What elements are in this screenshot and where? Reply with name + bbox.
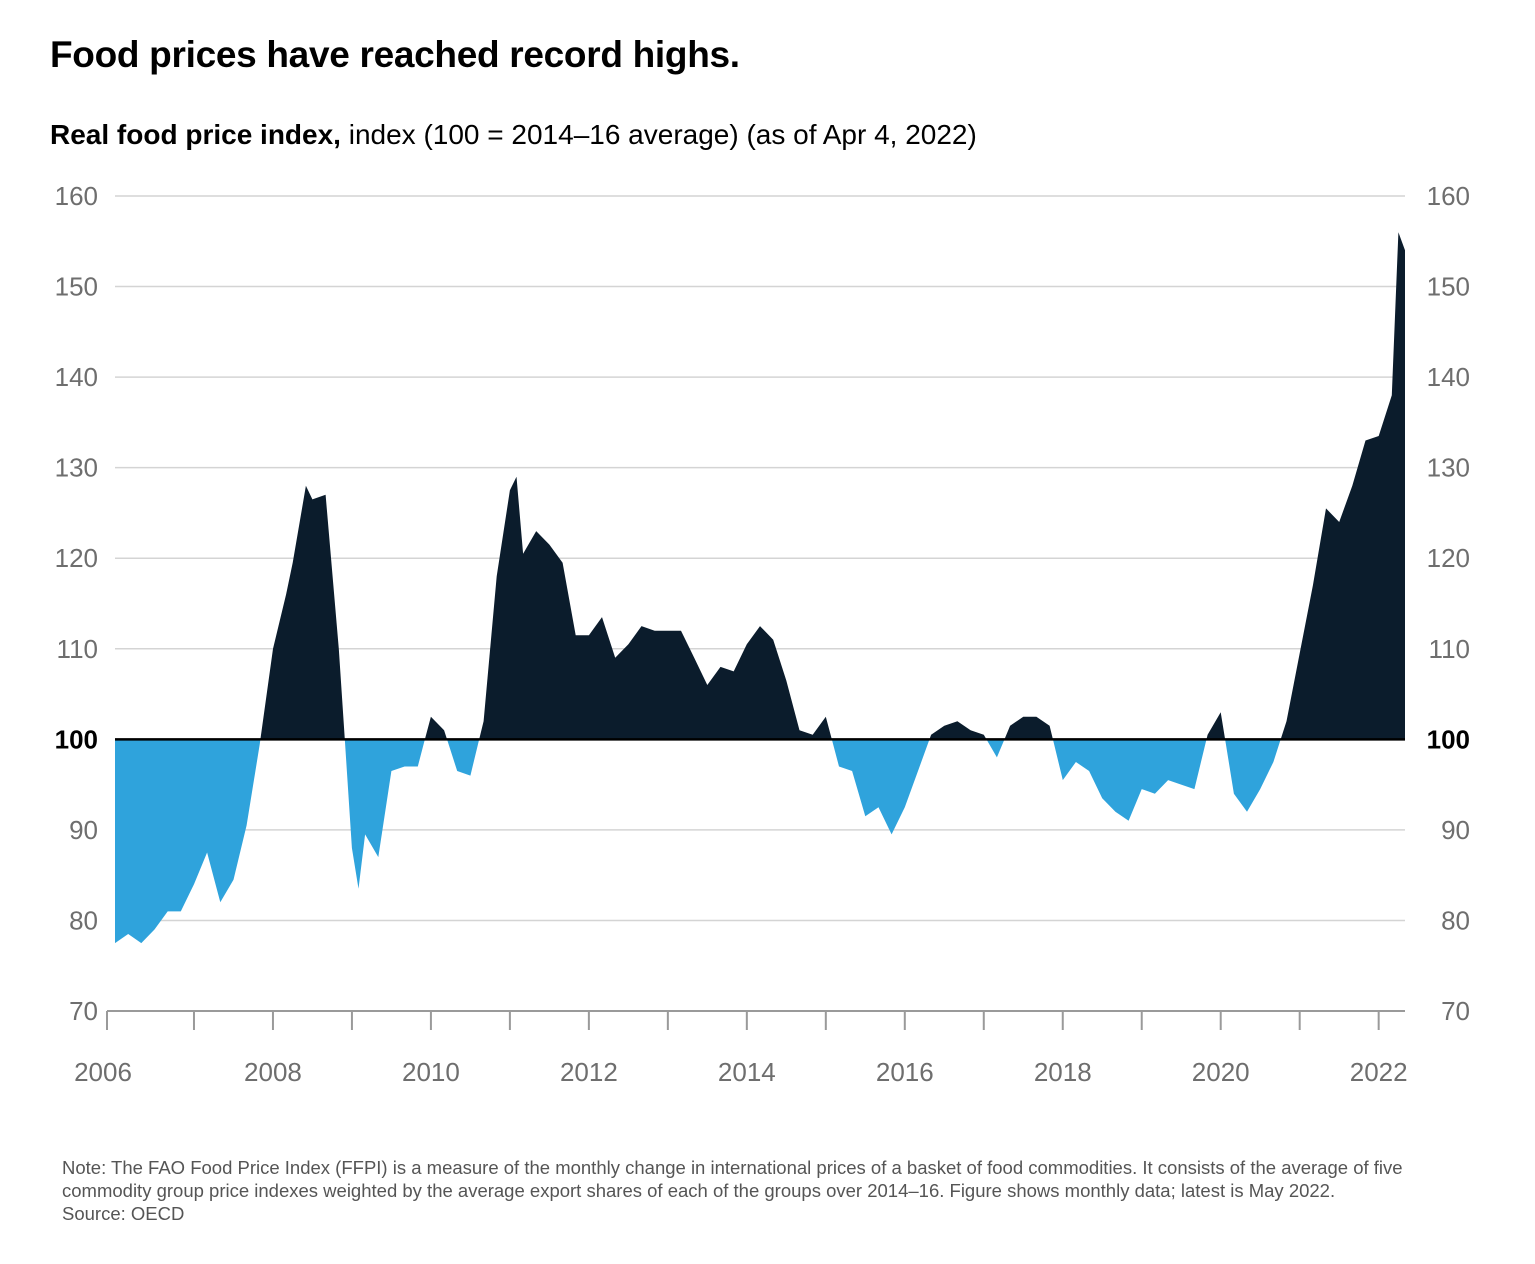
- y-tick-left-120: 120: [55, 543, 98, 573]
- footnote: Note: The FAO Food Price Index (FFPI) is…: [62, 1156, 1472, 1225]
- area-below-baseline: [115, 739, 1281, 944]
- y-tick-left-70: 70: [69, 996, 98, 1026]
- y-tick-right-90: 90: [1441, 815, 1470, 845]
- y-axis-left: 70 80 90 100 110 120 130 140 150 160: [55, 181, 98, 1026]
- x-label-2012: 2012: [560, 1057, 618, 1087]
- chart-subtitle: Real food price index, index (100 = 2014…: [50, 119, 977, 151]
- y-axis-right: 70 80 90 100 110 120 130 140 150 160: [1427, 181, 1470, 1026]
- y-tick-left-150: 150: [55, 272, 98, 302]
- y-tick-right-80: 80: [1441, 905, 1470, 935]
- x-label-2016: 2016: [876, 1057, 934, 1087]
- y-tick-right-140: 140: [1427, 362, 1470, 392]
- area-series: [115, 232, 1405, 944]
- y-tick-left-90: 90: [69, 815, 98, 845]
- y-tick-right-160: 160: [1427, 181, 1470, 211]
- y-tick-right-100: 100: [1427, 724, 1470, 754]
- x-label-2010: 2010: [402, 1057, 460, 1087]
- x-label-2018: 2018: [1034, 1057, 1092, 1087]
- y-tick-right-130: 130: [1427, 453, 1470, 483]
- x-axis: [106, 1010, 1405, 1030]
- x-label-2014: 2014: [718, 1057, 776, 1087]
- area-above-baseline: [115, 232, 1405, 740]
- chart-title: Food prices have reached record highs.: [50, 34, 740, 75]
- y-tick-left-110: 110: [57, 634, 98, 664]
- y-tick-left-140: 140: [55, 362, 98, 392]
- subtitle-bold: Real food price index,: [50, 119, 341, 150]
- x-label-2020: 2020: [1192, 1057, 1250, 1087]
- y-tick-right-70: 70: [1441, 996, 1470, 1026]
- x-label-2006: 2006: [74, 1057, 132, 1087]
- y-tick-left-100: 100: [55, 724, 98, 754]
- y-tick-right-110: 110: [1429, 634, 1470, 664]
- x-tick-labels: 2006 2008 2010 2012 2014 2016 2018 2020 2022: [74, 1057, 1408, 1087]
- source-text: Source: OECD: [62, 1203, 185, 1224]
- x-label-2008: 2008: [244, 1057, 302, 1087]
- y-tick-left-80: 80: [69, 905, 98, 935]
- x-label-2022: 2022: [1350, 1057, 1408, 1087]
- subtitle-rest: index (100 = 2014–16 average) (as of Apr…: [340, 119, 977, 150]
- y-tick-left-160: 160: [55, 181, 98, 211]
- note-text: Note: The FAO Food Price Index (FFPI) is…: [62, 1157, 1403, 1201]
- y-tick-right-150: 150: [1427, 272, 1470, 302]
- y-tick-left-130: 130: [55, 453, 98, 483]
- y-tick-right-120: 120: [1427, 543, 1470, 573]
